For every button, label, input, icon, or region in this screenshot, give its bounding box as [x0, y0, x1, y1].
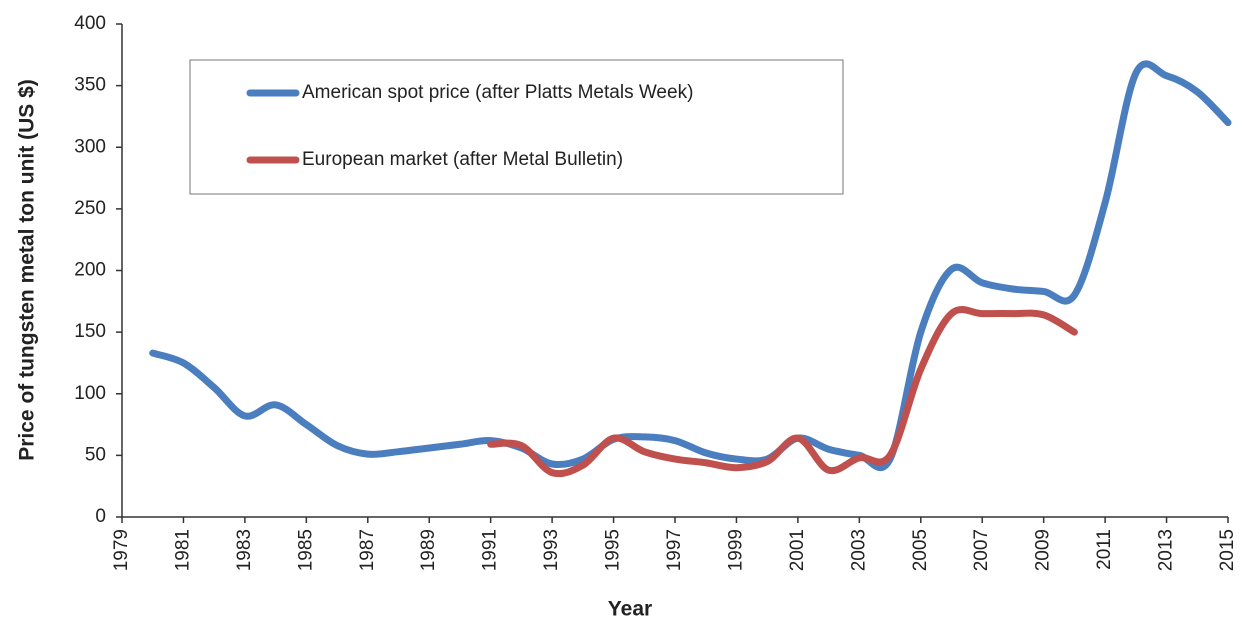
series-line — [487, 306, 1078, 478]
x-tick-label: 2015 — [1217, 529, 1238, 571]
y-axis-label: Price of tungsten metal ton unit (US $) — [16, 79, 39, 461]
y-tick-label: 100 — [74, 383, 106, 404]
x-tick-label: 1983 — [234, 529, 255, 571]
x-tick-label: 2007 — [971, 529, 992, 571]
x-tick-label: 1999 — [725, 529, 746, 571]
x-tick-label: 2013 — [1156, 529, 1177, 571]
x-tick-label: 1979 — [111, 529, 132, 571]
x-tick-label: 1995 — [603, 529, 624, 571]
x-tick-label: 1993 — [541, 529, 562, 571]
x-tick-label: 2011 — [1094, 529, 1115, 570]
y-tick-label: 50 — [85, 444, 106, 465]
legend-box — [189, 59, 844, 195]
series-line — [149, 60, 1232, 471]
x-tick-label: 1981 — [172, 529, 193, 571]
x-tick-label: 1989 — [418, 529, 439, 571]
x-axis-label: Year — [608, 598, 652, 621]
y-tick-label: 200 — [74, 260, 106, 281]
y-tick-label: 350 — [74, 75, 106, 96]
x-tick-label: 1991 — [480, 529, 501, 571]
x-tick-label: 2005 — [910, 529, 931, 571]
x-tick-label: 1985 — [295, 529, 316, 571]
legend-label: European market (after Metal Bulletin) — [302, 149, 623, 170]
y-tick-label: 0 — [95, 506, 106, 527]
x-tick-label: 1997 — [664, 529, 685, 571]
x-tick-label: 1987 — [357, 529, 378, 571]
y-tick-label: 250 — [74, 198, 106, 219]
x-tick-label: 2003 — [848, 529, 869, 571]
y-tick-label: 150 — [74, 321, 106, 342]
legend-label: American spot price (after Platts Metals… — [302, 82, 693, 103]
y-tick-label: 400 — [74, 13, 106, 34]
x-tick-label: 2001 — [787, 529, 808, 571]
y-tick-label: 300 — [74, 136, 106, 157]
x-tick-label: 2009 — [1033, 529, 1054, 571]
